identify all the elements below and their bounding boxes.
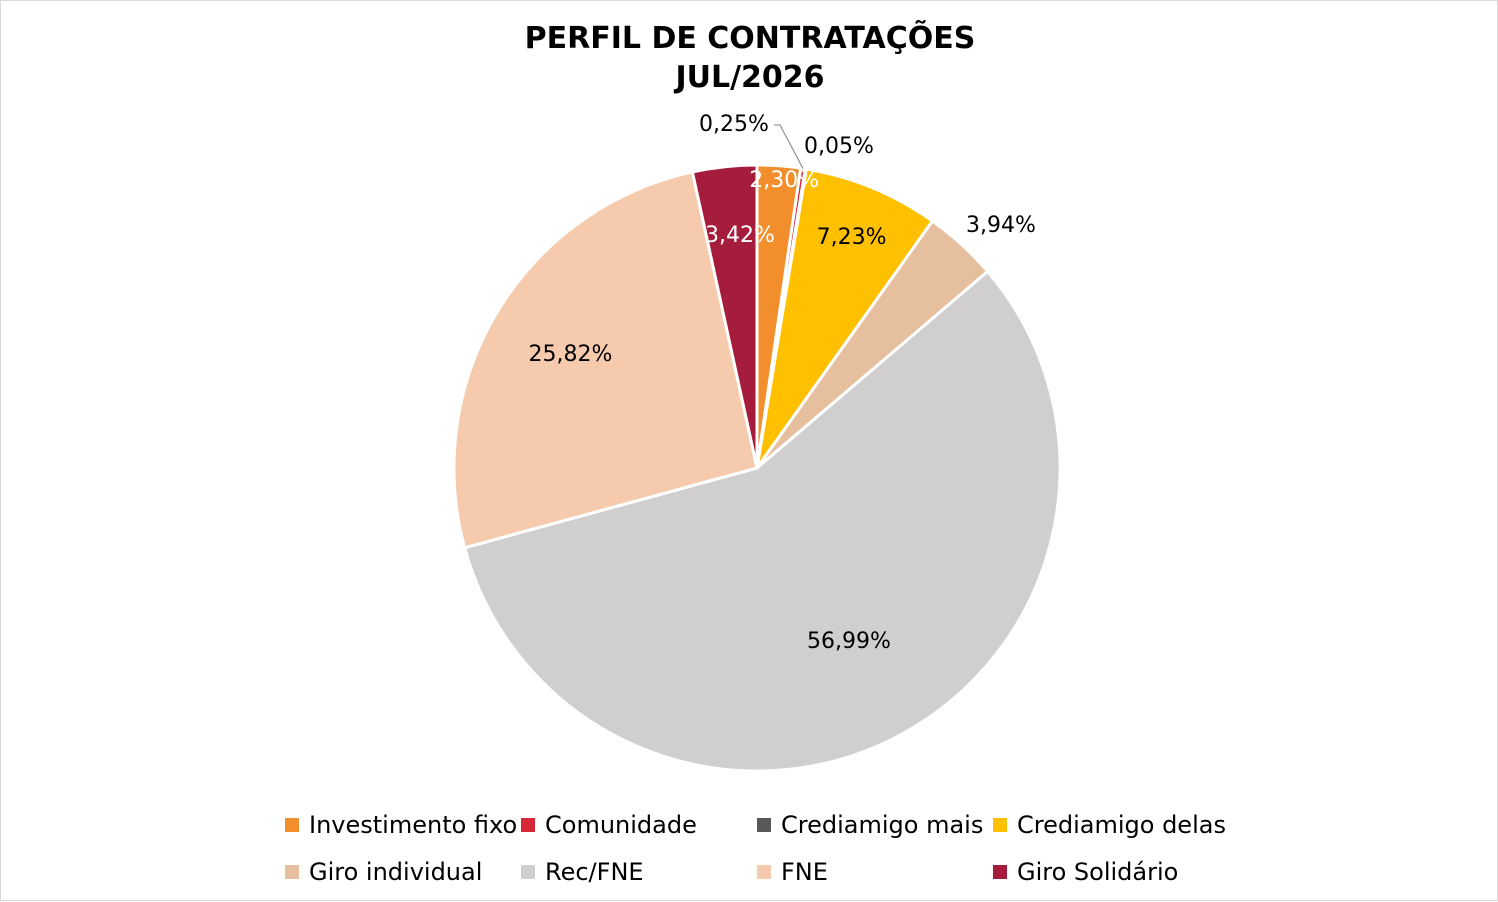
legend-item-giro-individual: Giro individual <box>285 858 521 886</box>
legend-label: Comunidade <box>545 810 697 839</box>
legend-swatch <box>285 864 299 879</box>
legend-label: FNE <box>781 857 828 886</box>
legend-swatch <box>757 817 771 832</box>
data-label-1: 0,25% <box>699 112 769 137</box>
legend-label: Investimento fixo <box>309 810 518 839</box>
legend-label: Giro individual <box>309 857 483 886</box>
legend-row: Giro individual Rec/FNE FNE Giro Solidár… <box>285 848 1245 895</box>
data-label-0: 2,30% <box>749 168 819 193</box>
chart-subtitle: JUL/2026 <box>675 60 825 95</box>
data-label-4: 3,94% <box>966 213 1036 238</box>
legend-item-crediamigo-delas: Crediamigo delas <box>993 811 1229 839</box>
legend-swatch <box>993 864 1007 879</box>
legend-label: Crediamigo mais <box>781 810 984 839</box>
legend-row: Investimento fixo Comunidade Crediamigo … <box>285 801 1245 848</box>
legend-item-rec-fne: Rec/FNE <box>521 858 757 886</box>
legend-item-comunidade: Comunidade <box>521 811 757 839</box>
legend-item-investimento-fixo: Investimento fixo <box>285 811 521 839</box>
data-label-2: 0,05% <box>804 134 874 159</box>
pie-slice-5 <box>463 270 1062 773</box>
data-label-6: 25,82% <box>528 342 612 367</box>
chart-title-block: PERFIL DE CONTRATAÇÕES JUL/2026 <box>1 19 1498 97</box>
pie-slice-3 <box>755 167 934 470</box>
pie-slices <box>452 163 1062 773</box>
chart-title: PERFIL DE CONTRATAÇÕES <box>524 21 976 56</box>
legend-label: Giro Solidário <box>1017 857 1179 886</box>
pie-labels: 2,30% 0,25% 0,05% 7,23% 3,94% 56,99% 25,82% 3,4… <box>528 112 1035 654</box>
legend-swatch <box>521 864 535 879</box>
legend: Investimento fixo Comunidade Crediamigo … <box>285 801 1245 895</box>
legend-label: Rec/FNE <box>545 857 644 886</box>
data-label-5: 56,99% <box>807 629 891 654</box>
leader-line <box>774 124 804 169</box>
legend-swatch <box>285 817 299 832</box>
data-label-7: 3,42% <box>705 223 775 248</box>
legend-swatch <box>757 864 771 879</box>
pie-slice-6 <box>452 170 759 550</box>
legend-swatch <box>521 817 535 832</box>
legend-item-giro-solidario: Giro Solidário <box>993 858 1229 886</box>
legend-item-fne: FNE <box>757 858 993 886</box>
legend-swatch <box>993 817 1007 832</box>
pie-slice-7 <box>690 163 759 470</box>
legend-label: Crediamigo delas <box>1017 810 1226 839</box>
legend-item-crediamigo-mais: Crediamigo mais <box>757 811 993 839</box>
data-label-3: 7,23% <box>817 225 887 250</box>
